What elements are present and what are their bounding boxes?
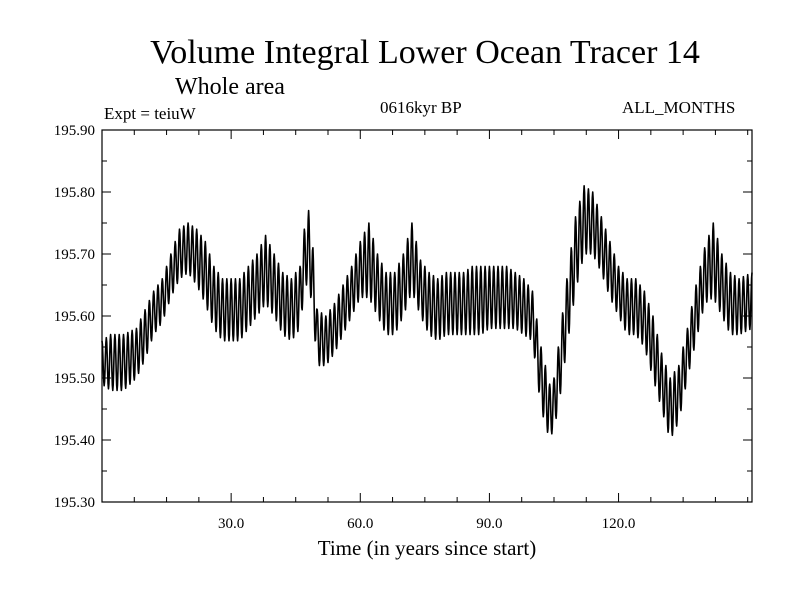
x-tick-label: 60.0 <box>347 516 373 532</box>
x-tick-label: 30.0 <box>218 516 244 532</box>
period-label: 0616kyr BP <box>380 98 462 117</box>
x-tick-label: 120.0 <box>602 516 636 532</box>
experiment-label: Expt = teiuW <box>104 104 196 123</box>
series-line <box>101 185 753 437</box>
y-tick-label: 195.40 <box>54 433 95 449</box>
series-group <box>101 185 753 437</box>
y-tick-label: 195.80 <box>54 185 95 201</box>
plot-frame <box>101 129 753 503</box>
x-tick-label: 90.0 <box>476 516 502 532</box>
y-tick-label: 195.50 <box>54 371 95 387</box>
y-tick-label: 195.90 <box>54 123 95 139</box>
y-tick-label: 195.30 <box>54 495 95 511</box>
y-tick-label: 195.70 <box>54 247 95 263</box>
axis-tick-labels: 195.30 195.40 195.50 195.60 195.70 195.80 195.… <box>54 123 636 532</box>
chart-title: Volume Integral Lower Ocean Tracer 14 <box>150 34 700 71</box>
y-tick-label: 195.60 <box>54 309 95 325</box>
months-label: ALL_MONTHS <box>622 98 736 117</box>
chart-subtitle: Whole area <box>175 74 285 100</box>
x-axis-label: Time (in years since start) <box>317 536 537 560</box>
